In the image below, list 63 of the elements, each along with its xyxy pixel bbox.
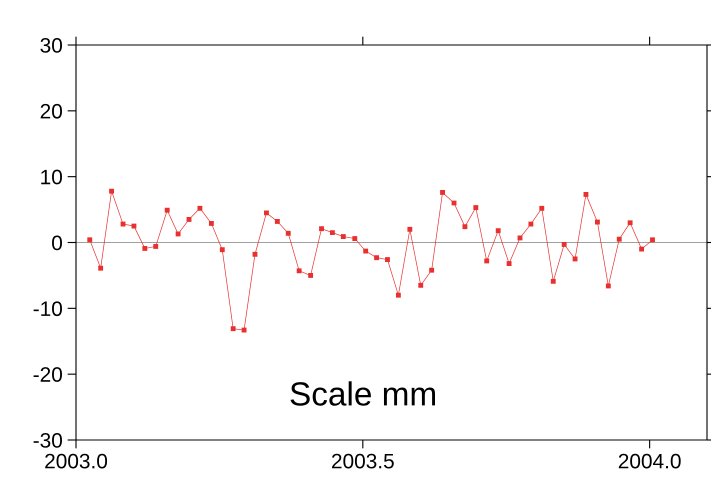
point xyxy=(528,222,534,226)
point xyxy=(252,252,258,257)
point xyxy=(572,256,578,262)
point xyxy=(550,278,556,284)
point xyxy=(164,208,170,213)
point xyxy=(340,234,346,240)
point xyxy=(496,228,501,234)
point xyxy=(186,217,192,222)
point xyxy=(385,257,390,262)
point xyxy=(374,255,380,260)
point xyxy=(230,326,236,332)
y-tick-label: -30 xyxy=(34,433,62,448)
point xyxy=(308,272,314,278)
point xyxy=(396,292,401,298)
point xyxy=(484,258,490,264)
point xyxy=(197,206,202,211)
point xyxy=(518,235,522,240)
point xyxy=(286,230,291,236)
point xyxy=(539,206,544,211)
point xyxy=(296,268,302,274)
point xyxy=(363,248,368,254)
point xyxy=(407,226,412,232)
point xyxy=(639,246,644,252)
point xyxy=(87,237,92,242)
point xyxy=(274,219,280,224)
point xyxy=(418,282,424,288)
point xyxy=(650,237,655,242)
y-tick-label: 30 xyxy=(40,38,62,53)
point xyxy=(264,210,269,216)
point xyxy=(319,226,324,232)
y-tick-label: 20 xyxy=(40,104,62,119)
point xyxy=(153,244,158,249)
point xyxy=(176,232,181,236)
point xyxy=(352,236,358,241)
point xyxy=(616,236,622,242)
point xyxy=(109,188,114,194)
y-tick-label: 0 xyxy=(52,236,62,250)
point xyxy=(242,328,247,332)
annotation: Scale mm xyxy=(290,381,435,406)
point xyxy=(120,222,126,226)
point xyxy=(440,190,445,195)
point xyxy=(220,247,225,252)
point xyxy=(208,220,214,226)
point xyxy=(132,224,136,228)
y-tick-label: -20 xyxy=(34,367,62,382)
x-tick-label: 2003.5 xyxy=(332,454,394,468)
y-tick-label: 10 xyxy=(41,170,62,184)
y-tick-label: -10 xyxy=(34,301,62,316)
point xyxy=(606,284,611,288)
point xyxy=(429,268,434,273)
point xyxy=(98,266,104,271)
point xyxy=(595,220,600,225)
point xyxy=(628,220,633,226)
point xyxy=(462,224,468,230)
x-tick-label: 2004.0 xyxy=(618,454,681,468)
point xyxy=(142,246,148,251)
point xyxy=(330,230,335,236)
point xyxy=(452,200,456,206)
point xyxy=(506,261,512,266)
point xyxy=(473,205,478,210)
point xyxy=(584,192,588,197)
x-tick-label: 2003.0 xyxy=(45,454,108,468)
point xyxy=(562,242,567,247)
